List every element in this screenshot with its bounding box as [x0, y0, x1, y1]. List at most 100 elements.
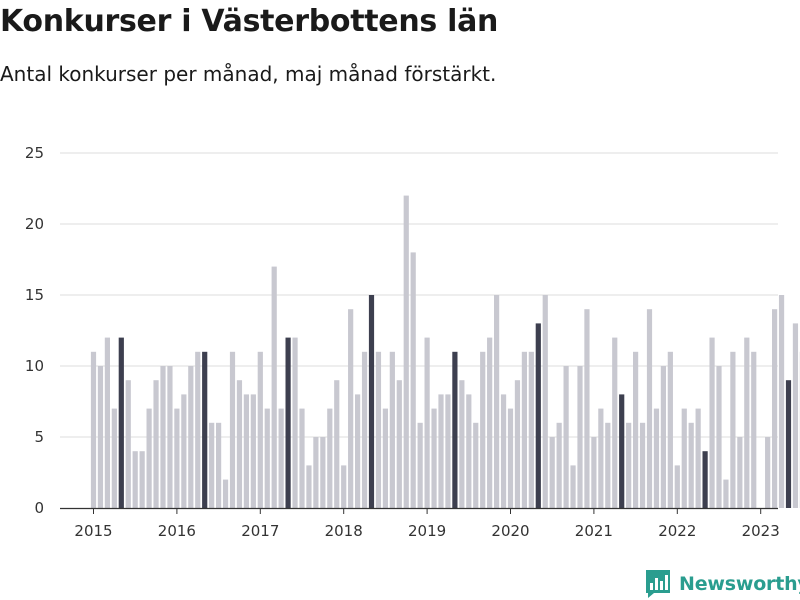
bar	[250, 394, 256, 508]
bar	[209, 422, 215, 508]
bar	[104, 337, 110, 508]
bar	[174, 408, 180, 508]
bar	[153, 380, 159, 508]
bar	[334, 380, 340, 508]
bar	[403, 195, 409, 508]
bar	[375, 351, 382, 508]
bar	[438, 394, 444, 508]
bar	[285, 337, 291, 508]
bar	[271, 266, 277, 508]
bar	[528, 351, 534, 508]
bar	[744, 337, 750, 508]
bar	[222, 479, 229, 508]
x-tick-label: 2015	[74, 522, 112, 540]
bar	[639, 422, 646, 508]
bar	[660, 366, 666, 508]
x-tick-label: 2021	[575, 522, 613, 540]
bar	[514, 380, 521, 508]
bar	[542, 295, 548, 508]
bar	[181, 394, 187, 508]
bar	[216, 422, 222, 508]
bar	[167, 366, 173, 508]
bar	[243, 394, 249, 508]
bar	[507, 408, 514, 508]
x-tick-label: 2016	[158, 522, 196, 540]
bar	[459, 380, 465, 508]
bar	[195, 351, 201, 508]
bar	[667, 351, 673, 508]
chart-subtitle: Antal konkurser per månad, maj månad för…	[0, 62, 497, 86]
bar	[292, 337, 298, 508]
bar	[473, 422, 479, 508]
bar	[431, 408, 437, 508]
bar	[417, 422, 423, 508]
bar	[778, 295, 785, 508]
bar	[695, 408, 701, 508]
y-tick-label: 0	[34, 499, 44, 517]
bar	[146, 408, 152, 508]
bar	[598, 408, 604, 508]
bar	[389, 351, 395, 508]
brand-name: Newsworthy	[679, 573, 800, 595]
bar	[382, 408, 388, 508]
bar	[716, 366, 722, 508]
bar	[688, 422, 694, 508]
bar	[646, 309, 653, 508]
bar	[299, 408, 305, 508]
bar	[229, 351, 236, 508]
bar	[626, 422, 632, 508]
y-tick-label: 15	[25, 286, 44, 304]
bar	[327, 408, 333, 508]
bar	[633, 351, 639, 508]
bar	[702, 451, 708, 508]
bar	[445, 394, 451, 508]
bar	[556, 422, 562, 508]
bar	[487, 337, 493, 508]
bar	[424, 337, 430, 508]
chart-title: Konkurser i Västerbottens län	[0, 4, 499, 39]
bar	[765, 437, 771, 508]
bar	[792, 323, 799, 508]
x-tick-label: 2020	[491, 522, 529, 540]
bar	[570, 465, 576, 508]
bar	[737, 437, 743, 508]
bar	[563, 366, 569, 508]
bar	[674, 465, 680, 508]
bar	[785, 380, 792, 508]
bar	[90, 351, 97, 508]
x-tick-label: 2023	[742, 522, 780, 540]
bar	[236, 380, 243, 508]
bar	[549, 437, 555, 508]
bar	[723, 479, 729, 508]
bar	[139, 451, 145, 508]
bar	[160, 366, 166, 508]
bar	[361, 351, 368, 508]
bar	[202, 351, 208, 508]
bar	[396, 380, 402, 508]
bar	[494, 295, 500, 508]
bar	[368, 295, 375, 508]
bar	[619, 394, 625, 508]
y-tick-label: 20	[25, 215, 44, 233]
bar	[577, 366, 583, 508]
bar	[257, 351, 263, 508]
bar	[306, 465, 312, 508]
bar	[584, 309, 590, 508]
bar	[132, 451, 138, 508]
newsworthy-logo: Newsworthy	[645, 568, 800, 600]
bar	[97, 366, 104, 508]
bar	[264, 408, 270, 508]
x-tick-label: 2018	[325, 522, 363, 540]
bar	[591, 437, 597, 508]
bar	[278, 408, 284, 508]
bar	[521, 351, 527, 508]
bar	[480, 351, 486, 508]
bar	[772, 309, 778, 508]
bar	[466, 394, 472, 508]
bar	[348, 309, 354, 508]
newsworthy-icon	[646, 570, 670, 598]
bar	[730, 351, 736, 508]
bar	[410, 252, 416, 508]
x-tick-label: 2019	[408, 522, 446, 540]
